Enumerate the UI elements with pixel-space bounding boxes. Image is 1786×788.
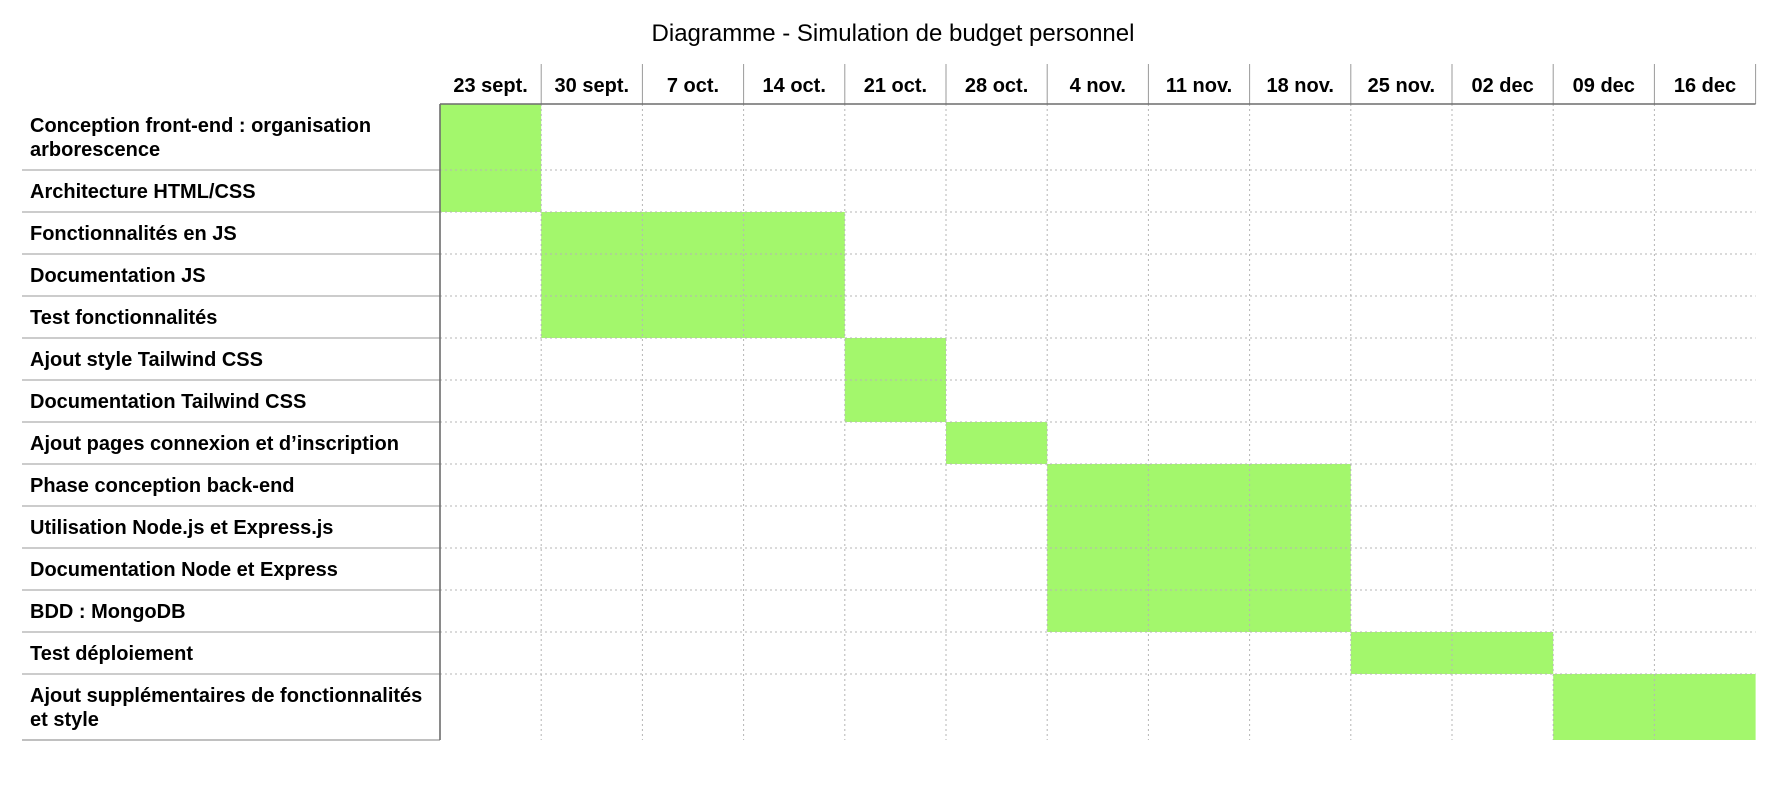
task-label: Phase conception back-end — [30, 475, 295, 497]
week-header-label: 02 dec — [1471, 75, 1533, 97]
gantt-bar — [1047, 506, 1351, 548]
task-label: Test déploiement — [30, 643, 193, 665]
week-header-label: 09 dec — [1573, 75, 1635, 97]
task-label: et style — [30, 709, 99, 731]
gantt-bar — [541, 254, 845, 296]
gantt-bar — [844, 338, 946, 380]
task-label: Fonctionnalités en JS — [30, 223, 237, 245]
week-header-label: 16 dec — [1674, 75, 1736, 97]
task-label: Architecture HTML/CSS — [30, 181, 256, 203]
week-header-label: 23 sept. — [453, 75, 527, 97]
week-header-label: 28 oct. — [965, 75, 1028, 97]
week-header-label: 25 nov. — [1368, 75, 1435, 97]
gantt-bar — [1047, 548, 1351, 590]
week-header-label: 14 oct. — [763, 75, 826, 97]
week-header-label: 30 sept. — [555, 75, 629, 97]
gantt-bar — [440, 170, 542, 212]
gantt-bar — [541, 212, 845, 254]
week-header-label: 18 nov. — [1266, 75, 1333, 97]
task-label: Documentation Tailwind CSS — [30, 391, 306, 413]
task-label: Ajout supplémentaires de fonctionnalités — [30, 685, 422, 707]
task-label: BDD : MongoDB — [30, 601, 186, 623]
week-header-label: 7 oct. — [667, 75, 719, 97]
gantt-bar — [541, 296, 845, 338]
gantt-bar — [1350, 632, 1554, 674]
week-header-label: 11 nov. — [1166, 75, 1232, 97]
task-label: Documentation Node et Express — [30, 559, 338, 581]
task-label: Ajout pages connexion et d’inscription — [30, 433, 399, 455]
gantt-bar — [1047, 590, 1351, 632]
week-header-label: 4 nov. — [1070, 75, 1126, 97]
task-label: Utilisation Node.js et Express.js — [30, 517, 333, 539]
gantt-bar — [1047, 464, 1351, 506]
week-header-label: 21 oct. — [864, 75, 927, 97]
task-label: Conception front-end : organisation — [30, 115, 371, 137]
gantt-bar — [844, 380, 946, 422]
chart-title: Diagramme - Simulation de budget personn… — [651, 20, 1135, 47]
task-label: arborescence — [30, 139, 160, 161]
task-label: Documentation JS — [30, 265, 206, 287]
gantt-bar — [946, 422, 1048, 464]
gantt-bar — [440, 104, 542, 170]
task-label: Test fonctionnalités — [30, 307, 217, 329]
task-label: Ajout style Tailwind CSS — [30, 349, 263, 371]
